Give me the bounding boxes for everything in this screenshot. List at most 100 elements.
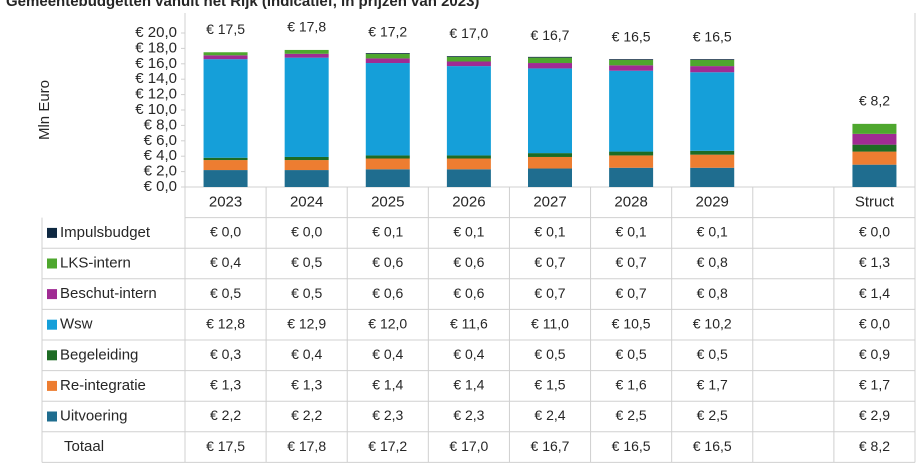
x-tick-label: 2027 [533,193,566,210]
table-value: € 0,5 [697,346,728,362]
table-value: € 1,7 [697,377,728,393]
bar-segment [690,66,735,73]
bar-segment [365,53,410,54]
legend-label: Uitvoering [60,407,128,424]
table-value: € 0,8 [697,254,728,270]
y-tick-label: € 4,0 [144,147,177,164]
bar-segment [203,55,248,60]
legend-label: Re-integratie [60,377,146,394]
table-value: € 0,3 [210,346,241,362]
legend-label: Beschut-intern [60,285,157,302]
chart-title: Gemeentebudgetten vanuit het Rijk (indic… [6,0,479,10]
table-value: € 0,6 [453,285,484,301]
table-value: € 16,7 [531,438,570,454]
table-value: € 1,5 [534,377,565,393]
bar-segment [852,151,897,165]
table-value: € 0,0 [859,315,890,331]
total-label: € 16,5 [693,29,732,45]
legend-key [47,319,57,330]
bar-segment [284,156,329,161]
y-tick-label: € 14,0 [135,70,177,87]
total-label: € 17,5 [206,21,245,37]
table-value: € 2,2 [210,407,241,423]
bar-segment [690,59,735,60]
table-value: € 0,0 [210,224,241,240]
bar-segment [203,157,248,161]
table-value: € 16,5 [693,438,732,454]
table-value: € 1,3 [859,254,890,270]
table-value: € 0,5 [291,285,322,301]
table-value: € 12,9 [287,315,326,331]
bar-segment [528,68,572,154]
total-label: € 17,2 [368,23,407,39]
table-value: € 0,1 [697,224,728,240]
bar-segment [446,66,491,156]
legend-label: Impulsbudget [60,224,151,241]
bar-segment [365,63,410,156]
table-value: € 1,4 [859,285,890,301]
total-label: € 16,5 [612,29,651,45]
table-value: € 2,9 [859,407,890,423]
legend-key [47,227,57,238]
bar-segment [365,155,410,159]
table-value: € 0,6 [372,254,403,270]
table-value: € 0,4 [291,346,322,362]
bar-segment [609,151,654,156]
bar-segment [284,49,329,54]
bar-segment [528,168,572,187]
x-tick-label: 2026 [452,193,485,210]
bar-segment [365,58,410,64]
table-value: € 0,7 [616,254,647,270]
table-value: € 0,4 [372,346,403,362]
bar-segment [203,160,248,171]
table-value: € 0,8 [697,285,728,301]
bar-segment [690,72,735,151]
bar-segment [528,63,572,69]
table-value: € 0,1 [616,224,647,240]
table-value: € 11,6 [450,315,488,331]
bar-segment [528,156,572,169]
legend-label: LKS-intern [60,254,131,271]
y-tick-label: € 8,0 [144,116,177,133]
table-value: € 2,3 [453,407,484,423]
total-row-label: Totaal [64,438,104,455]
bar-segment [528,57,572,64]
bar-segment [528,56,572,58]
table-value: € 0,7 [534,254,565,270]
table-value: € 0,5 [534,346,565,362]
table-value: € 17,8 [287,438,326,454]
table-value: € 0,1 [453,224,484,240]
table-value: € 0,4 [453,346,484,362]
table-value: € 10,5 [612,315,651,331]
legend-key [47,289,57,300]
y-tick-label: € 12,0 [135,86,177,103]
bar-segment [690,167,735,187]
bar-segment [609,65,654,71]
y-tick-label: € 6,0 [144,132,177,149]
bar-segment [446,169,491,187]
table-value: € 0,7 [534,285,565,301]
bar-segment [609,167,654,187]
table-value: € 1,4 [372,377,403,393]
bar-segment [852,164,897,187]
table-value: € 0,7 [616,285,647,301]
legend-label: Wsw [60,316,93,333]
table-value: € 17,5 [206,438,245,454]
bar-segment [609,70,654,152]
legend-key [47,380,57,391]
bar-segment [284,160,329,171]
table-value: € 1,6 [616,377,647,393]
table-value: € 10,2 [693,315,732,331]
bar-segment [690,150,735,155]
table-value: € 0,4 [210,254,241,270]
total-label: € 8,2 [859,93,890,109]
legend-key [47,258,57,269]
bar-segment [690,59,735,67]
table-value: € 0,1 [372,224,403,240]
bar-segment [284,57,329,157]
table-value: € 1,7 [859,377,890,393]
y-tick-label: € 20,0 [135,24,177,41]
table-value: € 1,4 [453,377,484,393]
x-tick-label: Struct [855,193,895,210]
